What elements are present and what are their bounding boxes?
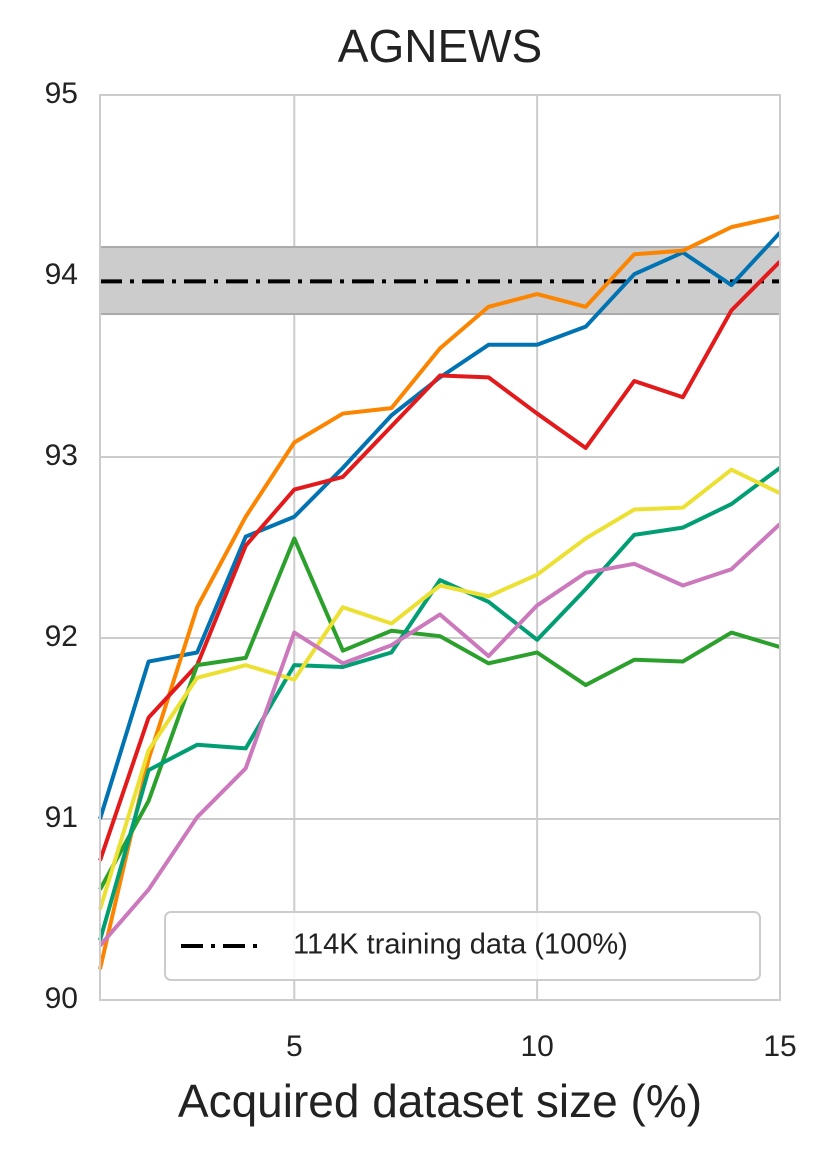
- y-tick-label: 93: [45, 439, 78, 472]
- data-line: [98, 536, 781, 891]
- x-axis-label: Acquired dataset size (%): [178, 1075, 702, 1127]
- data-line: [98, 522, 782, 948]
- plot-frame: [99, 94, 781, 1001]
- y-tick-label: 94: [45, 258, 78, 291]
- x-tick-label: 15: [763, 1030, 796, 1063]
- legend-box: [164, 911, 761, 981]
- y-tick-label: 90: [45, 982, 78, 1015]
- data-line: [98, 214, 781, 970]
- legend-label: 114K training data (100%): [293, 929, 628, 961]
- y-tick-label: 95: [45, 77, 78, 110]
- data-line: [98, 467, 781, 911]
- y-tick-label: 92: [45, 620, 78, 653]
- x-tick-label: 10: [520, 1030, 553, 1063]
- data-line: [98, 231, 782, 820]
- legend: 114K training data (100%): [164, 911, 761, 981]
- x-tick-label: 5: [286, 1030, 303, 1063]
- data-line: [98, 466, 782, 941]
- y-tick-label: 91: [45, 801, 78, 834]
- chart-title: AGNEWS: [338, 20, 542, 72]
- data-line: [98, 260, 782, 862]
